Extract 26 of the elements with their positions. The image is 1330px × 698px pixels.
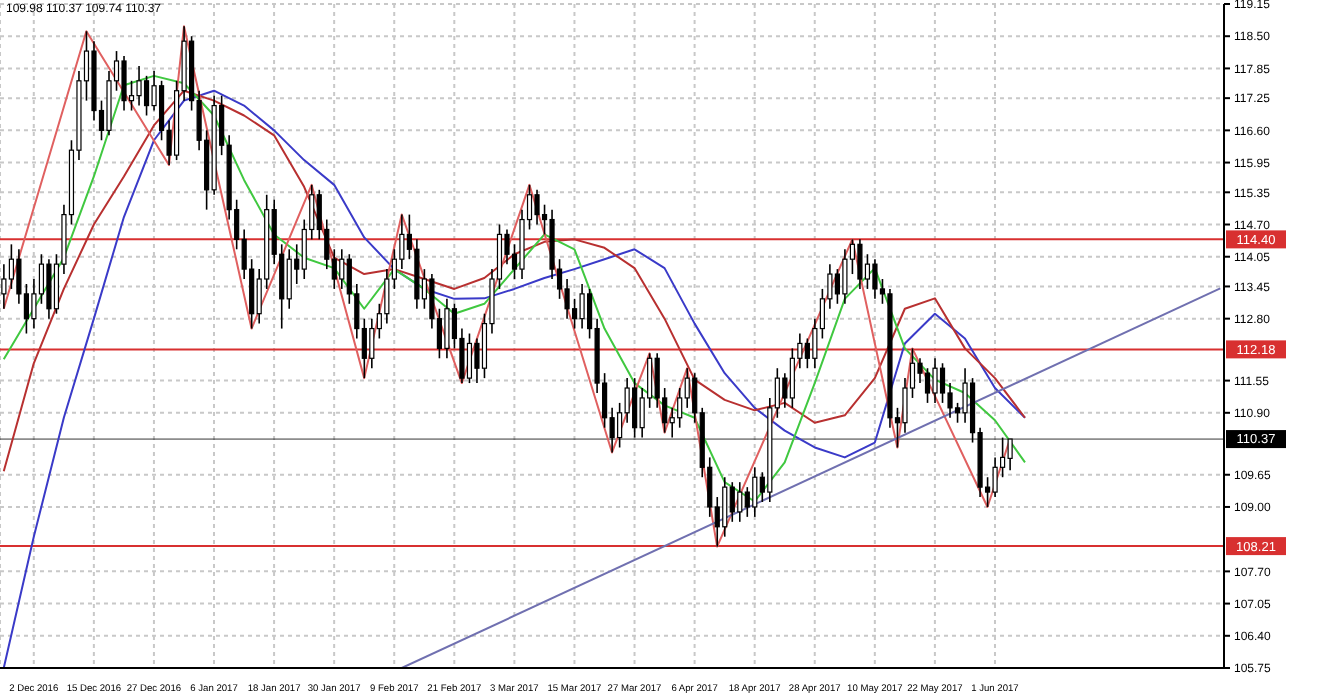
candlestick <box>939 362 946 404</box>
candlestick <box>789 347 795 409</box>
candlestick <box>466 332 473 384</box>
candlestick <box>729 481 735 523</box>
candlestick <box>932 357 938 404</box>
candlestick <box>924 367 931 404</box>
candlestick <box>722 476 728 538</box>
candlestick <box>992 456 998 498</box>
candlestick <box>8 243 14 290</box>
candlestick <box>143 75 150 117</box>
candlestick <box>534 189 540 226</box>
candlestick <box>121 55 127 112</box>
candlestick <box>579 283 585 330</box>
candlestick <box>369 317 375 370</box>
candlestick <box>857 238 863 290</box>
candlestick <box>46 258 52 320</box>
candlestick <box>752 466 758 518</box>
candlestick <box>444 298 450 360</box>
candlestick <box>286 248 292 310</box>
candlestick <box>842 248 848 305</box>
line-series <box>2 89 1027 668</box>
candlestick <box>136 65 142 107</box>
candlestick <box>872 258 878 300</box>
candlestick <box>737 481 743 523</box>
candlestick <box>339 248 345 290</box>
line-series <box>2 25 1011 548</box>
